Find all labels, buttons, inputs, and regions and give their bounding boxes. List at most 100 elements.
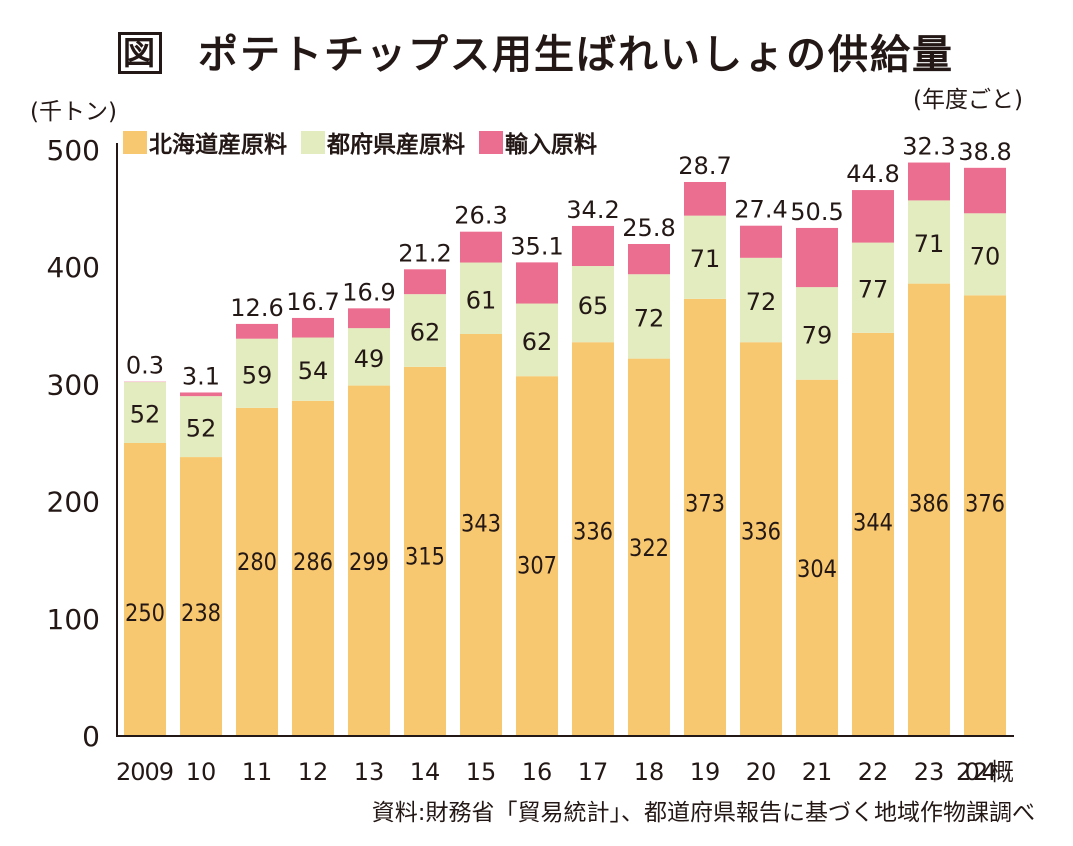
bar-segment-imported (796, 227, 838, 288)
bar-segment-imported (236, 323, 278, 339)
legend-item-imported: 輸入原料 (479, 125, 597, 159)
bar-segment-prefectures (124, 382, 166, 443)
value-label-hokkaido: 286 (293, 548, 333, 576)
value-label-hokkaido: 299 (349, 548, 389, 576)
value-label-imported: 3.1 (182, 362, 220, 390)
bar-segment-imported (628, 243, 670, 275)
legend-swatch-imported (479, 130, 503, 154)
bar-segment-imported (516, 262, 558, 304)
bar-segment-hokkaido (236, 407, 278, 736)
bar-segment-hokkaido (796, 379, 838, 736)
bar-segment-prefectures (908, 200, 950, 284)
y-tick-label: 0 (82, 720, 100, 753)
bar-segment-prefectures (236, 338, 278, 408)
y-tick-label: 200 (47, 486, 100, 519)
bar-segment-imported (460, 231, 502, 263)
bar-segment-hokkaido (740, 342, 782, 736)
legend-label-prefectures: 都府県産原料 (327, 132, 465, 158)
x-tick-label: 16 (522, 758, 553, 786)
x-tick-label: 21 (802, 758, 833, 786)
bar-segment-imported (684, 181, 726, 216)
value-label-prefectures: 71 (690, 245, 721, 273)
bar-segment-imported (292, 317, 334, 338)
source-note: 資料:財務省「貿易統計」、都道府県報告に基づく地域作物課調べ (371, 800, 1035, 826)
bar-segment-prefectures (628, 274, 670, 359)
legend-swatch-hokkaido (123, 130, 147, 154)
value-label-prefectures: 61 (466, 286, 497, 314)
value-label-imported: 38.8 (958, 138, 1011, 166)
value-label-prefectures: 72 (746, 288, 777, 316)
bar-segment-imported (740, 225, 782, 258)
bar-segment-hokkaido (180, 457, 222, 736)
value-label-hokkaido: 280 (237, 548, 277, 576)
legend-item-hokkaido: 北海道産原料 (123, 125, 287, 159)
y-tick-label: 400 (47, 251, 100, 284)
x-tick-label: 13 (354, 758, 385, 786)
legend: 北海道産原料 都府県産原料 輸入原料 (123, 125, 597, 159)
bar-segment-hokkaido (572, 342, 614, 736)
bar-segment-imported (964, 167, 1006, 214)
value-label-imported: 35.1 (510, 232, 563, 260)
bar-segment-prefectures (684, 215, 726, 299)
value-label-hokkaido: 336 (573, 518, 613, 546)
bar-segment-imported (852, 190, 894, 243)
bar-segment-prefectures (516, 303, 558, 377)
value-label-prefectures: 59 (242, 361, 273, 389)
bar-segment-prefectures (348, 328, 390, 386)
value-label-prefectures: 71 (914, 230, 945, 258)
value-label-imported: 32.3 (902, 133, 955, 161)
value-label-hokkaido: 307 (517, 552, 557, 580)
value-label-hokkaido: 315 (405, 542, 445, 570)
bar-segment-imported (180, 392, 222, 397)
value-label-imported: 26.3 (454, 202, 507, 230)
bar-segment-imported (404, 269, 446, 295)
legend-label-imported: 輸入原料 (505, 132, 597, 158)
bar-segment-prefectures (404, 294, 446, 367)
x-tick-label: 15 (466, 758, 497, 786)
value-label-prefectures: 77 (858, 276, 889, 304)
value-label-prefectures: 54 (298, 357, 329, 385)
x-tick-label: 20 (746, 758, 777, 786)
value-label-hokkaido: 336 (741, 518, 781, 546)
bar-segment-prefectures (964, 213, 1006, 296)
figure-label: 図 (118, 32, 163, 74)
chart-title-text: ポテトチップス用生ばれいしょの供給量 (198, 32, 955, 78)
value-label-imported: 16.7 (286, 288, 339, 316)
x-tick-label: 22 (858, 758, 889, 786)
y-axis-unit-label: (千トン) (30, 99, 117, 125)
x-tick-label: 2024概 (956, 758, 1014, 786)
value-label-hokkaido: 322 (629, 534, 669, 562)
value-label-prefectures: 52 (186, 415, 217, 443)
bar-segment-hokkaido (404, 366, 446, 736)
value-label-imported: 27.4 (734, 196, 787, 224)
bar-segment-prefectures (572, 266, 614, 343)
value-label-hokkaido: 373 (685, 490, 725, 518)
x-tick-label: 19 (690, 758, 721, 786)
value-label-hokkaido: 238 (181, 599, 221, 627)
bar-segment-hokkaido (684, 298, 726, 736)
chart-title: 図ポテトチップス用生ばれいしょの供給量 (118, 22, 954, 80)
bar-segment-hokkaido (516, 376, 558, 736)
x-tick-label: 18 (634, 758, 665, 786)
legend-item-prefectures: 都府県産原料 (301, 125, 465, 159)
bar-segment-hokkaido (460, 334, 502, 736)
value-label-hokkaido: 386 (909, 490, 949, 518)
bar-segment-imported (572, 225, 614, 267)
value-label-prefectures: 52 (130, 401, 161, 429)
chart-subtitle: (年度ごと) (913, 87, 1023, 113)
bar-segment-hokkaido (292, 400, 334, 736)
bar-segment-prefectures (460, 262, 502, 335)
bar-segment-prefectures (852, 242, 894, 333)
y-tick-label: 100 (47, 603, 100, 636)
bar-segment-imported (908, 162, 950, 201)
bar-segment-hokkaido (908, 283, 950, 736)
value-label-prefectures: 62 (522, 328, 553, 356)
x-tick-label: 10 (186, 758, 217, 786)
value-label-hokkaido: 343 (461, 510, 501, 538)
value-label-hokkaido: 344 (853, 508, 893, 536)
x-tick-label: 23 (914, 758, 945, 786)
bar-segment-hokkaido (124, 443, 166, 736)
value-label-prefectures: 70 (970, 242, 1001, 270)
x-tick-label: 2009 (116, 758, 174, 786)
